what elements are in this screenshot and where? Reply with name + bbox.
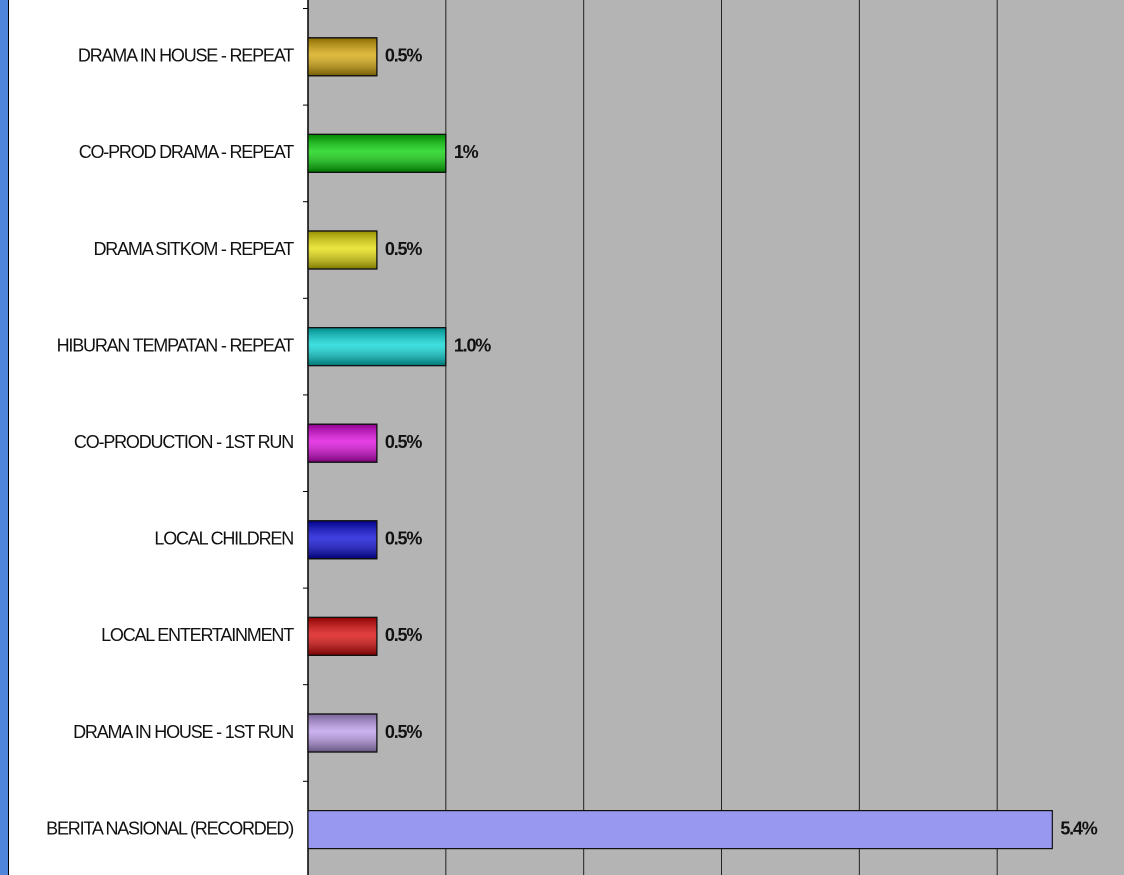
value-label: 0.5% xyxy=(385,432,422,452)
bar-shade xyxy=(307,616,378,657)
bar-shade xyxy=(307,133,447,173)
value-label: 0.5% xyxy=(385,46,422,66)
bar-shade xyxy=(307,37,378,77)
bar xyxy=(307,809,1053,850)
bar-shade xyxy=(307,713,378,753)
bar-shade xyxy=(307,327,447,367)
category-label: CO-PRODUCTION - 1ST RUN xyxy=(74,432,293,452)
value-label: 0.5% xyxy=(385,625,422,645)
bar-shade xyxy=(307,423,378,463)
value-label: 0.5% xyxy=(385,239,422,259)
category-label: LOCAL ENTERTAINMENT xyxy=(101,625,294,645)
window-edge xyxy=(0,0,8,875)
plot-area xyxy=(308,0,1124,875)
category-label: LOCAL CHILDREN xyxy=(154,529,293,549)
value-label: 1.0% xyxy=(454,335,491,355)
category-label: BERITA NASIONAL (RECORDED) xyxy=(46,818,293,838)
value-label: 0.5% xyxy=(385,722,422,742)
category-label: HIBURAN TEMPATAN - REPEAT xyxy=(57,335,295,355)
bar-shade xyxy=(307,230,378,270)
value-label: 0.5% xyxy=(385,529,422,549)
category-label: DRAMA IN HOUSE - 1ST RUN xyxy=(73,722,293,742)
category-label: DRAMA IN HOUSE - REPEAT xyxy=(78,46,294,66)
value-label: 5.4% xyxy=(1060,818,1097,838)
value-label: 1% xyxy=(454,142,479,162)
category-label: CO-PROD DRAMA - REPEAT xyxy=(79,142,294,162)
category-label: DRAMA SITKOM - REPEAT xyxy=(94,239,295,259)
bar-shade xyxy=(307,520,378,560)
